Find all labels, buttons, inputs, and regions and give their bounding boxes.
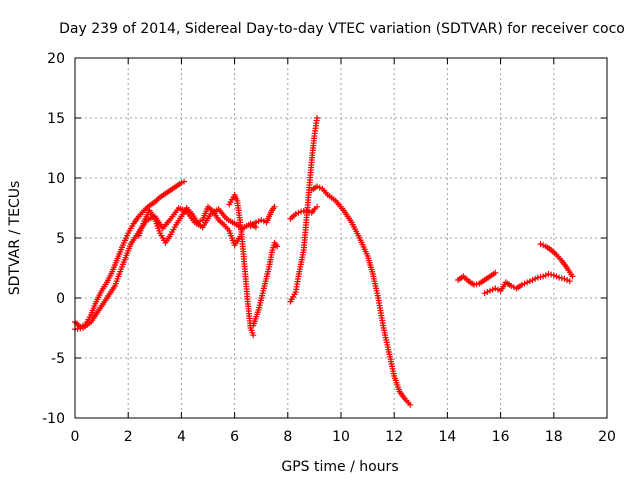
series-track-j bbox=[455, 269, 499, 288]
series-track-e bbox=[247, 203, 278, 229]
grid-layer bbox=[75, 58, 607, 418]
axes-layer: 0 2 4 6 8 10 12 14 16 18 20 -10 -5 0 5 10 15 20 bbox=[42, 51, 616, 445]
series-track-g bbox=[287, 203, 321, 222]
data-point bbox=[524, 279, 531, 286]
data-point bbox=[255, 218, 262, 225]
series-track-f bbox=[250, 239, 281, 329]
y-axis-label: SDTVAR / TECUs bbox=[7, 181, 23, 296]
y-tick-label: 10 bbox=[47, 171, 65, 187]
data-point bbox=[508, 283, 515, 289]
data-point bbox=[553, 273, 560, 280]
y-tick-label: 20 bbox=[47, 51, 65, 67]
data-point bbox=[564, 277, 571, 283]
data-point bbox=[481, 290, 488, 297]
data-point bbox=[292, 211, 299, 217]
x-tick-label: 0 bbox=[71, 429, 80, 445]
data-point bbox=[260, 218, 267, 225]
series-line bbox=[74, 181, 185, 328]
chart-title: Day 239 of 2014, Sidereal Day-to-day VTE… bbox=[59, 21, 625, 37]
x-tick-label: 8 bbox=[283, 429, 292, 445]
data-point bbox=[489, 286, 496, 293]
data-point bbox=[181, 178, 188, 185]
data-point bbox=[314, 115, 321, 121]
data-point bbox=[540, 242, 547, 249]
data-point bbox=[561, 275, 568, 282]
data-point bbox=[526, 278, 533, 285]
series-track-l bbox=[537, 241, 576, 280]
data-point bbox=[529, 277, 536, 283]
y-tick-label: 5 bbox=[56, 231, 65, 247]
series-track-k bbox=[481, 271, 573, 297]
data-point bbox=[540, 273, 547, 280]
data-point bbox=[518, 281, 525, 288]
series-track-a bbox=[72, 178, 188, 330]
series-track-i bbox=[308, 183, 414, 408]
x-tick-label: 12 bbox=[385, 429, 403, 445]
data-point bbox=[274, 243, 281, 250]
y-tick-label: 0 bbox=[56, 291, 65, 307]
series-layer bbox=[72, 115, 576, 408]
x-tick-label: 14 bbox=[438, 429, 456, 445]
data-point bbox=[197, 218, 204, 225]
y-tick-label: -10 bbox=[42, 411, 65, 427]
series-track-b bbox=[72, 205, 259, 333]
data-point bbox=[250, 332, 257, 339]
data-point bbox=[252, 219, 259, 226]
data-point bbox=[258, 217, 265, 223]
data-point bbox=[178, 179, 185, 186]
data-point bbox=[521, 280, 528, 287]
data-point bbox=[316, 184, 323, 191]
y-tick-label: -5 bbox=[51, 351, 65, 367]
data-point bbox=[314, 203, 321, 210]
y-tick-label: 15 bbox=[47, 111, 65, 127]
data-point bbox=[271, 203, 278, 210]
data-point bbox=[407, 401, 414, 408]
series-track-h bbox=[287, 115, 321, 305]
x-tick-label: 20 bbox=[598, 429, 616, 445]
data-point bbox=[492, 285, 499, 292]
data-point bbox=[486, 287, 493, 294]
data-point bbox=[314, 183, 321, 190]
data-point bbox=[295, 209, 302, 216]
x-tick-label: 4 bbox=[177, 429, 186, 445]
data-point bbox=[492, 269, 499, 276]
data-point bbox=[532, 275, 539, 282]
x-tick-label: 2 bbox=[124, 429, 133, 445]
data-point bbox=[494, 286, 501, 293]
data-point bbox=[537, 241, 544, 247]
data-point bbox=[566, 278, 573, 285]
x-tick-label: 16 bbox=[492, 429, 510, 445]
data-point bbox=[569, 273, 576, 280]
x-tick-label: 18 bbox=[545, 429, 563, 445]
series-track-c bbox=[135, 203, 243, 249]
data-point bbox=[194, 219, 201, 226]
x-tick-label: 10 bbox=[332, 429, 350, 445]
data-point bbox=[484, 289, 491, 295]
data-point bbox=[550, 272, 557, 279]
data-point bbox=[542, 272, 549, 279]
x-axis-label: GPS time / hours bbox=[281, 459, 398, 475]
series-track-d bbox=[226, 191, 257, 339]
series-line bbox=[311, 185, 411, 406]
x-tick-label: 6 bbox=[230, 429, 239, 445]
